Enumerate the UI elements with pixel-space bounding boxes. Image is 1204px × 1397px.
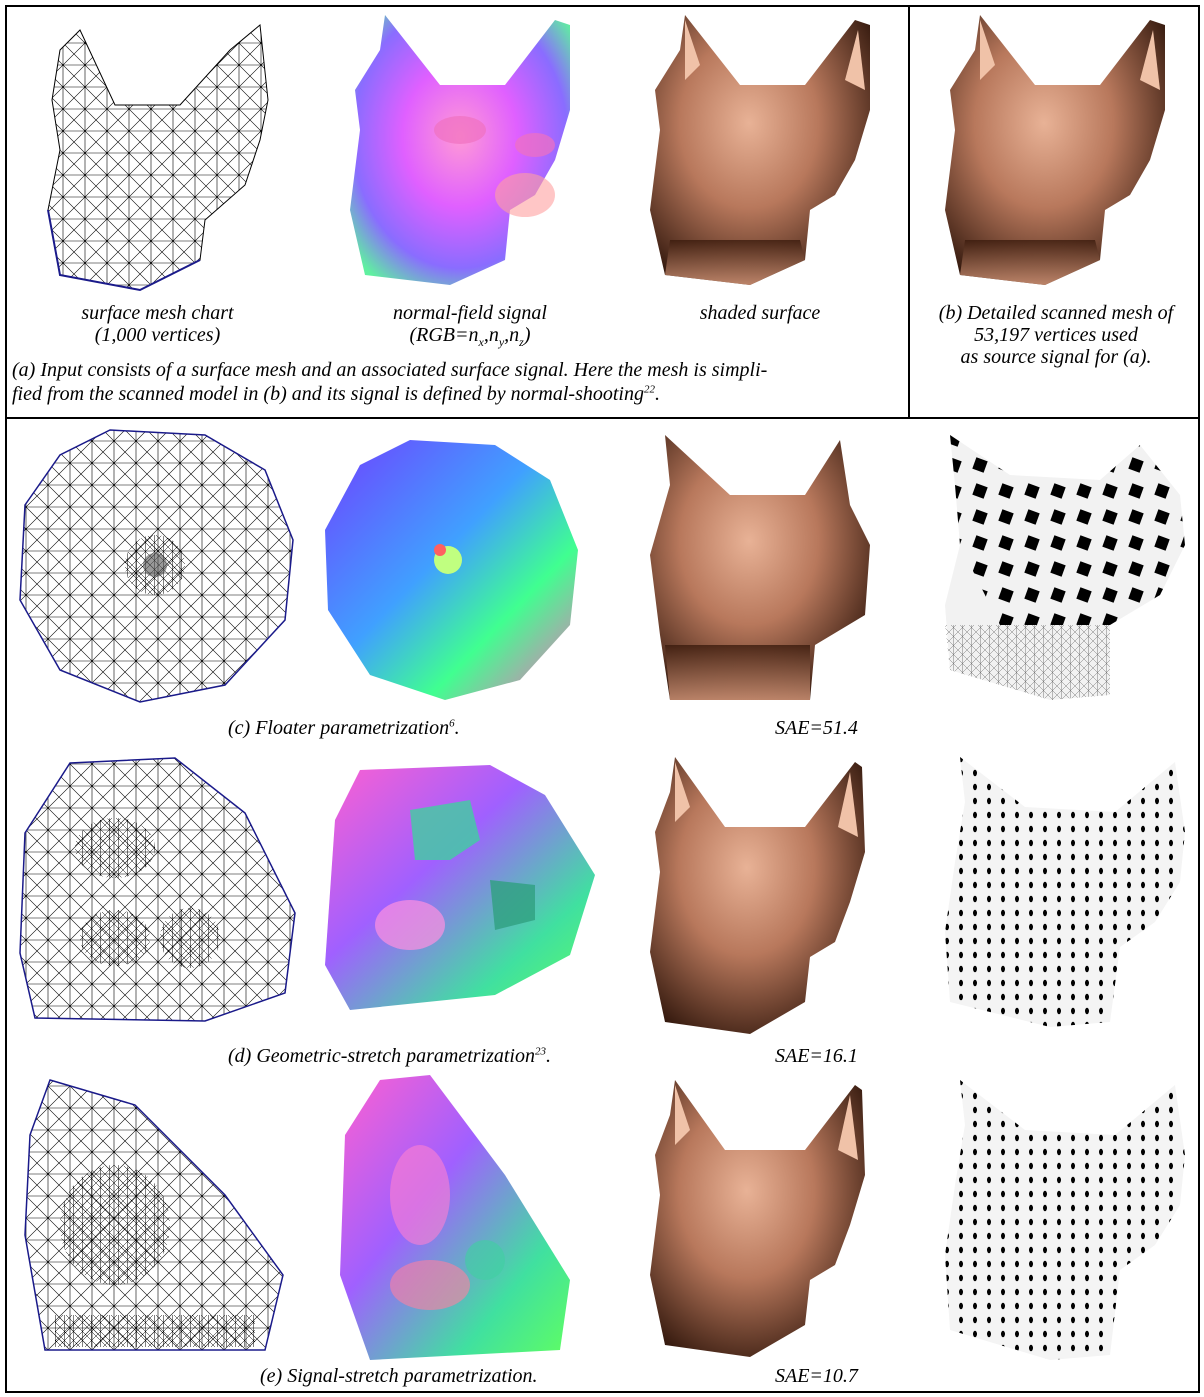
floater-normal-field-image: [325, 440, 578, 700]
caption-panel-a-line2: fied from the scanned model in (b) and i…: [12, 383, 660, 405]
geometric-stretch-normal-field-image: [325, 765, 595, 1010]
ref-6: 6: [449, 717, 455, 730]
caption-shaded-surface: shaded surface: [699, 302, 821, 324]
sub-z: z: [519, 335, 524, 349]
caption-panel-e: (e) Signal-stretch parametrization.: [260, 1365, 538, 1387]
sae-panel-e: SAE=10.7: [775, 1365, 858, 1387]
floater-mesh-image: [19, 429, 294, 703]
caption-normal-field-line1: normal-field signal: [393, 302, 547, 324]
caption-mesh-chart: surface mesh chart (1,000 vertices): [30, 302, 285, 346]
caption-panel-b-line3: as source signal for (a).: [960, 346, 1152, 368]
caption-mesh-chart-line1: surface mesh chart: [81, 302, 234, 324]
caption-panel-b: (b) Detailed scanned mesh of 53,197 vert…: [912, 302, 1200, 368]
caption-panel-d-text: (d) Geometric-stretch parametrization: [228, 1045, 535, 1067]
surface-mesh-chart-image: [47, 24, 269, 292]
normal-field-signal-image: [350, 15, 570, 285]
floater-texture-image: [945, 435, 1185, 700]
floater-shaded-surface-image: [650, 435, 870, 700]
sae-panel-c: SAE=51.4: [775, 717, 858, 739]
caption-normal-field: normal-field signal (RGB=nx,ny,nz): [340, 302, 600, 349]
signal-stretch-normal-field-image: [340, 1075, 570, 1360]
geometric-stretch-mesh-image: [19, 757, 296, 1022]
caption-panel-d: (d) Geometric-stretch parametrization23.: [228, 1045, 551, 1067]
caption-panel-c: (c) Floater parametrization6.: [228, 717, 460, 739]
sub-x: x: [478, 335, 484, 349]
signal-stretch-shaded-surface-image: [650, 1080, 865, 1357]
detailed-scanned-mesh-image: [945, 15, 1165, 285]
sub-y: y: [498, 335, 505, 349]
ref-23: 23: [534, 1045, 546, 1058]
signal-stretch-texture-image: [945, 1080, 1185, 1360]
geometric-stretch-shaded-surface-image: [650, 757, 865, 1034]
geometric-stretch-texture-image: [945, 757, 1185, 1027]
figure-frame-bottom: [5, 417, 1200, 1393]
caption-panel-b-line1: (b) Detailed scanned mesh of: [938, 302, 1174, 324]
caption-panel-a-line1: (a) Input consists of a surface mesh and…: [12, 359, 768, 381]
caption-panel-a: (a) Input consists of a surface mesh and…: [12, 358, 767, 406]
ref-22: 22: [643, 383, 655, 396]
caption-panel-b-line2: 53,197 vertices used: [974, 324, 1138, 346]
caption-normal-field-line2: (RGB=nx,ny,nz): [409, 324, 531, 349]
rgb-prefix: (RGB=n: [409, 324, 479, 346]
caption-panel-a-line2-text: fied from the scanned model in (b) and i…: [12, 383, 644, 405]
sae-panel-d: SAE=16.1: [775, 1045, 858, 1067]
signal-stretch-mesh-image: [24, 1079, 284, 1351]
caption-mesh-chart-line2: (1,000 vertices): [94, 324, 221, 346]
shaded-surface-image: [650, 15, 870, 285]
caption-panel-c-text: (c) Floater parametrization: [228, 717, 450, 739]
